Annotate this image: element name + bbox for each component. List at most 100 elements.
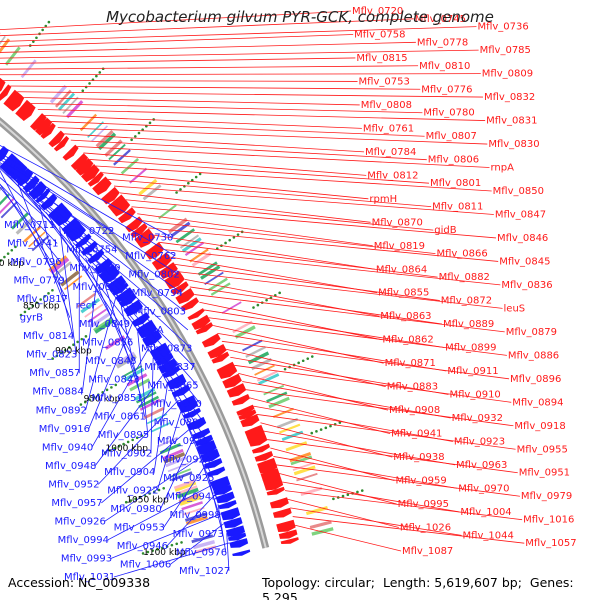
reverse-leader-line — [150, 357, 154, 454]
tick-dot — [27, 307, 31, 311]
forward-leader-line — [57, 127, 488, 145]
forward-leader-line — [137, 213, 373, 247]
forward-leader-line — [221, 340, 510, 380]
reverse-gene-label: Mflv_0711 — [4, 220, 55, 231]
forward-leader-line — [114, 185, 494, 215]
outer-cog-bar — [296, 472, 318, 482]
reverse-leader-line — [65, 234, 136, 362]
tick-dot — [324, 426, 328, 430]
tick-dot — [252, 306, 255, 309]
tick-dot — [6, 252, 10, 255]
tick-dot — [35, 301, 39, 304]
outer-cog-bar — [142, 184, 162, 201]
reverse-leader-line — [59, 227, 77, 355]
tick-dot — [126, 440, 130, 444]
forward-gene-arrow — [269, 497, 289, 509]
forward-gene-arrow — [211, 351, 230, 364]
forward-gene-arrow — [130, 222, 148, 238]
forward-leader-line — [282, 481, 460, 513]
tick-dot — [236, 233, 240, 236]
reverse-gene-label: Mflv_1031 — [64, 572, 115, 583]
outer-cog-bar — [279, 423, 301, 434]
reverse-gene-label: Mflv_0890 — [151, 399, 202, 410]
reverse-gene-arrow — [3, 156, 23, 176]
forward-leader-line — [153, 234, 375, 270]
reverse-leader-line — [226, 533, 230, 571]
tick-dot — [76, 340, 79, 344]
reverse-gene-label: Mflv_0741 — [7, 239, 58, 250]
forward-leader-line — [24, 97, 360, 106]
outer-cog-bar — [191, 251, 212, 267]
outer-cog-bar — [311, 527, 334, 536]
tick-dot — [68, 346, 71, 349]
reverse-gene-label: Mflv_0940 — [42, 442, 93, 453]
reverse-gene-arrow — [87, 248, 105, 264]
tick-dot — [134, 497, 137, 501]
forward-gene-label: Mflv_0736 — [477, 22, 528, 33]
forward-leader-line — [260, 422, 393, 458]
forward-gene-arrow — [207, 343, 227, 359]
kbp-tick-label: 900 kbp — [55, 347, 92, 357]
forward-gene-label: Mflv_0938 — [393, 452, 444, 463]
forward-leader-line — [31, 103, 423, 114]
forward-gene-arrow — [280, 537, 299, 544]
forward-gene-label: Mflv_0807 — [426, 131, 477, 142]
tick-dot — [47, 20, 51, 24]
inner-cog-bar — [173, 479, 196, 490]
reverse-gene-label: Mflv_0849 — [79, 319, 130, 330]
forward-gene-arrow — [134, 228, 154, 246]
tick-dot — [137, 131, 141, 135]
forward-leader-line — [238, 373, 389, 411]
reverse-gene-label: Mflv_0980 — [110, 504, 161, 515]
tick-dot — [97, 393, 100, 397]
outer-cog-bar — [300, 486, 323, 497]
forward-gene-arrow — [195, 322, 214, 335]
forward-gene-arrow — [30, 113, 47, 131]
reverse-gene-label: gyrB — [20, 313, 43, 324]
tick-dot — [79, 403, 83, 406]
forward-gene-label: Mflv_0778 — [417, 37, 468, 48]
reverse-gene-label: Mflv_0998 — [169, 510, 220, 521]
tick-dot — [84, 335, 88, 338]
forward-gene-arrow — [175, 288, 195, 305]
forward-gene-arrow — [181, 297, 199, 311]
reverse-gene-label: Mflv_0926 — [55, 516, 106, 527]
forward-gene-label: Mflv_0745 — [415, 14, 466, 25]
outer-cog-bar — [266, 391, 288, 403]
tick-dot — [346, 493, 350, 497]
forward-gene-label: Mflv_0832 — [484, 92, 535, 103]
reverse-gene-label: Mflv_0803 — [135, 306, 186, 317]
tick-dot — [3, 255, 6, 259]
reverse-leader-line — [160, 438, 194, 510]
forward-leader-line — [148, 227, 499, 262]
inner-cog-bar — [183, 506, 205, 516]
reverse-gene-label: Mflv_1027 — [179, 566, 230, 577]
inner-cog-bar — [15, 217, 34, 235]
tick-dot — [14, 245, 17, 249]
forward-gene-arrow — [125, 216, 144, 233]
forward-leader-line — [0, 49, 479, 59]
outer-cog-bar — [129, 167, 148, 184]
forward-gene-label: Mflv_0899 — [445, 343, 496, 354]
forward-gene-label: Mflv_0806 — [428, 155, 479, 166]
forward-gene-arrow — [226, 383, 247, 398]
inner-cog-bar — [90, 312, 111, 328]
tick-dot — [179, 188, 182, 191]
reverse-gene-label: Mflv_0814 — [23, 331, 74, 342]
forward-gene-label: Mflv_0809 — [482, 69, 533, 80]
outer-cog-bar — [170, 221, 191, 238]
forward-leader-line — [276, 464, 520, 497]
forward-leader-line — [194, 294, 505, 333]
reverse-gene-label: Mflv_0873 — [141, 344, 192, 355]
reverse-gene-label: Mflv_0892 — [36, 405, 87, 416]
reverse-leader-line — [156, 410, 182, 491]
forward-gene-label: Mflv_0995 — [398, 499, 449, 510]
forward-gene-label: Mflv_0753 — [359, 76, 410, 87]
tick-dot — [0, 259, 3, 262]
inner-cog-bar — [23, 225, 42, 243]
forward-gene-label: rnpA — [490, 163, 514, 174]
forward-gene-label: leuS — [504, 303, 526, 314]
tick-dot — [329, 424, 332, 428]
tick-dot — [198, 172, 202, 176]
accession-footer: Accession: NC_009338 — [8, 575, 150, 590]
